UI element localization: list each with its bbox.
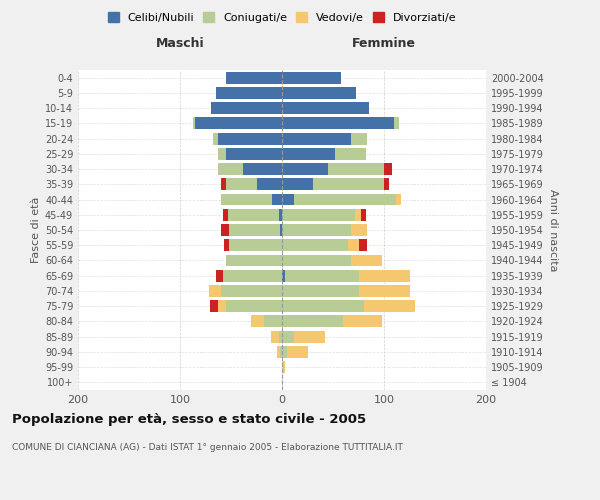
Bar: [282, 132, 352, 144]
Bar: [223, 270, 282, 281]
Bar: [282, 316, 343, 328]
Bar: [352, 254, 382, 266]
Bar: [282, 285, 359, 297]
Bar: [384, 163, 392, 175]
Bar: [226, 300, 282, 312]
Bar: [313, 178, 384, 190]
Bar: [216, 87, 282, 99]
Bar: [328, 163, 384, 175]
Bar: [229, 240, 282, 251]
Bar: [277, 346, 280, 358]
Bar: [282, 224, 352, 236]
Bar: [396, 194, 401, 205]
Bar: [223, 209, 228, 220]
Bar: [209, 285, 221, 297]
Bar: [282, 300, 364, 312]
Bar: [282, 194, 294, 205]
Text: COMUNE DI CIANCIANA (AG) - Dati ISTAT 1° gennaio 2005 - Elaborazione TUTTITALIA.: COMUNE DI CIANCIANA (AG) - Dati ISTAT 1°…: [12, 442, 403, 452]
Bar: [394, 118, 400, 130]
Bar: [228, 209, 279, 220]
Bar: [282, 209, 355, 220]
Y-axis label: Anni di nascita: Anni di nascita: [548, 188, 557, 271]
Bar: [280, 346, 282, 358]
Bar: [294, 194, 396, 205]
Text: Femmine: Femmine: [352, 37, 416, 50]
Bar: [243, 163, 282, 175]
Bar: [349, 240, 359, 251]
Bar: [282, 346, 287, 358]
Bar: [218, 163, 243, 175]
Bar: [282, 361, 285, 373]
Legend: Celibi/Nubili, Coniugati/e, Vedovi/e, Divorziati/e: Celibi/Nubili, Coniugati/e, Vedovi/e, Di…: [103, 8, 461, 28]
Bar: [218, 132, 282, 144]
Text: Maschi: Maschi: [155, 37, 205, 50]
Bar: [279, 330, 282, 342]
Bar: [384, 178, 389, 190]
Bar: [221, 194, 272, 205]
Bar: [361, 209, 365, 220]
Bar: [224, 240, 229, 251]
Bar: [282, 148, 335, 160]
Bar: [282, 118, 394, 130]
Bar: [343, 316, 382, 328]
Bar: [282, 270, 285, 281]
Bar: [282, 254, 352, 266]
Bar: [282, 72, 341, 84]
Bar: [218, 148, 226, 160]
Bar: [226, 254, 282, 266]
Y-axis label: Fasce di età: Fasce di età: [31, 197, 41, 263]
Bar: [282, 87, 356, 99]
Bar: [282, 330, 294, 342]
Bar: [282, 163, 328, 175]
Bar: [196, 118, 282, 130]
Bar: [221, 224, 229, 236]
Bar: [229, 224, 280, 236]
Bar: [359, 240, 367, 251]
Bar: [294, 330, 325, 342]
Bar: [364, 300, 415, 312]
Bar: [282, 178, 313, 190]
Bar: [282, 240, 349, 251]
Bar: [221, 178, 226, 190]
Bar: [226, 72, 282, 84]
Bar: [271, 330, 279, 342]
Bar: [272, 194, 282, 205]
Bar: [355, 209, 361, 220]
Bar: [226, 178, 257, 190]
Bar: [263, 316, 282, 328]
Bar: [218, 300, 226, 312]
Bar: [257, 178, 282, 190]
Bar: [280, 224, 282, 236]
Bar: [251, 316, 263, 328]
Bar: [209, 300, 218, 312]
Bar: [285, 270, 359, 281]
Bar: [193, 118, 196, 130]
Bar: [282, 102, 369, 114]
Bar: [352, 224, 367, 236]
Bar: [279, 209, 282, 220]
Bar: [226, 148, 282, 160]
Bar: [335, 148, 365, 160]
Bar: [352, 132, 367, 144]
Bar: [287, 346, 308, 358]
Bar: [359, 285, 410, 297]
Bar: [359, 270, 410, 281]
Text: Popolazione per età, sesso e stato civile - 2005: Popolazione per età, sesso e stato civil…: [12, 412, 366, 426]
Bar: [211, 102, 282, 114]
Bar: [212, 132, 218, 144]
Bar: [216, 270, 223, 281]
Bar: [221, 285, 282, 297]
